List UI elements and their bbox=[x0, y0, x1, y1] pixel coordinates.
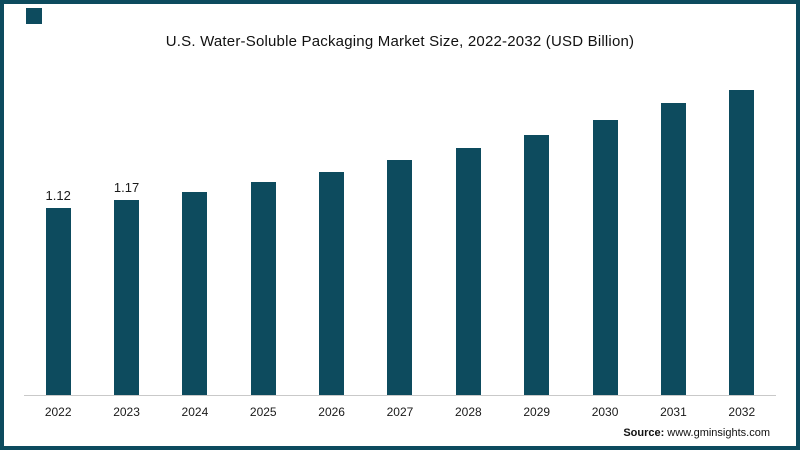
bar-column-2022: 1.12 bbox=[24, 70, 92, 395]
bar-2024 bbox=[182, 192, 208, 395]
bar-column-2032 bbox=[708, 70, 776, 395]
bar-2032 bbox=[729, 90, 755, 395]
chart-title: U.S. Water-Soluble Packaging Market Size… bbox=[165, 33, 635, 50]
bar-column-2029 bbox=[503, 70, 571, 395]
bar-column-2024 bbox=[161, 70, 229, 395]
bar-column-2025 bbox=[229, 70, 297, 395]
x-tick-label-2029: 2029 bbox=[523, 405, 551, 419]
bar-column-2028 bbox=[434, 70, 502, 395]
bar-column-2026 bbox=[297, 70, 365, 395]
source-url: www.gminsights.com bbox=[667, 427, 770, 439]
bar-2028 bbox=[455, 148, 481, 395]
bar-value-label: 1.12 bbox=[45, 188, 71, 203]
x-tick-label-2027: 2027 bbox=[386, 405, 414, 419]
bar-2029 bbox=[524, 135, 550, 395]
x-tick-label-2032: 2032 bbox=[728, 405, 756, 419]
x-tick-label-2026: 2026 bbox=[318, 405, 345, 419]
bar-value-label: 1.17 bbox=[113, 180, 140, 195]
x-tick-label-2031: 2031 bbox=[660, 405, 687, 419]
bar-chart: 1.12 1.17 2022 2023 2024 2025 2026 2027 2028 202… bbox=[24, 70, 776, 419]
bar-column-2023: 1.17 bbox=[92, 70, 160, 395]
bar-column-2030 bbox=[571, 70, 639, 395]
bar-2023 bbox=[114, 200, 140, 395]
bar-2022 bbox=[45, 208, 71, 395]
x-tick-label-2024: 2024 bbox=[181, 405, 209, 419]
x-axis-ticks: 2022 2023 2024 2025 2026 2027 2028 2029 2030 2031… bbox=[24, 396, 776, 419]
plot-area: 1.12 1.17 bbox=[24, 70, 776, 396]
x-tick-label-2028: 2028 bbox=[454, 405, 482, 419]
bar-column-2031 bbox=[639, 70, 707, 395]
x-tick-label-2023: 2023 bbox=[113, 405, 140, 419]
brand-logo-icon bbox=[26, 8, 42, 24]
x-tick-label-2025: 2025 bbox=[249, 405, 277, 419]
bar-2027 bbox=[387, 160, 413, 395]
bar-column-2027 bbox=[366, 70, 434, 395]
x-tick-label-2022: 2022 bbox=[44, 405, 72, 419]
source-label: Source: bbox=[623, 427, 665, 439]
bar-2030 bbox=[592, 120, 618, 395]
x-tick-label-2030: 2030 bbox=[591, 405, 619, 419]
bar-2031 bbox=[660, 103, 686, 395]
source-attribution: Source: www.gminsights.com bbox=[623, 427, 770, 439]
bar-2026 bbox=[319, 172, 345, 395]
bar-2025 bbox=[250, 182, 276, 395]
